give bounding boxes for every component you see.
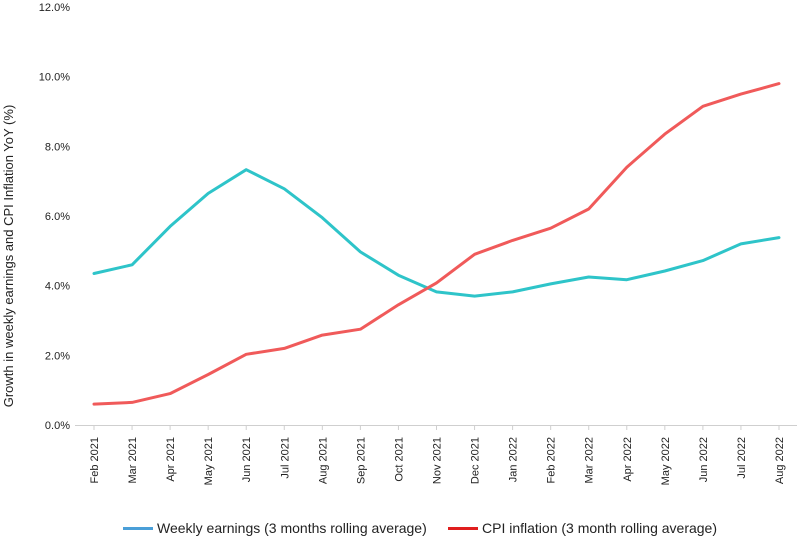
y-tick-label: 10.0%	[39, 72, 70, 84]
x-tick-label: Oct 2021	[393, 437, 405, 482]
legend-swatch-cpi-inflation	[448, 526, 478, 530]
x-tick-label: Aug 2021	[317, 437, 329, 484]
legend-item-cpi-inflation: CPI inflation (3 month rolling average)	[448, 520, 717, 536]
x-tick-label: Nov 2021	[432, 437, 444, 484]
x-tick-label: May 2022	[660, 437, 672, 485]
x-tick-label: Mar 2022	[584, 437, 596, 483]
y-tick-label: 12.0%	[39, 2, 70, 14]
x-tick-label: Feb 2021	[89, 437, 101, 483]
x-tick-label: Jun 2021	[241, 437, 253, 482]
legend-label-cpi-inflation: CPI inflation (3 month rolling average)	[482, 520, 718, 536]
x-tick-label: Jun 2022	[698, 437, 710, 482]
x-tick-label: Feb 2022	[546, 437, 558, 483]
x-tick-label: Aug 2022	[774, 437, 786, 484]
x-tick-label: Jul 2022	[736, 437, 748, 479]
series-lines	[92, 82, 781, 406]
series-line-weekly-earnings	[92, 168, 781, 298]
x-tick-label: Mar 2021	[127, 437, 139, 483]
x-axis-ticks: Feb 2021 Mar 2021 Apr 2021 May 2021 Jun 2021…	[89, 425, 786, 485]
x-tick-label: May 2021	[203, 437, 215, 485]
y-tick-label: 6.0%	[45, 211, 70, 223]
y-tick-label: 4.0%	[45, 281, 70, 293]
legend-item-weekly-earnings: Weekly earnings (3 months rolling averag…	[123, 520, 427, 536]
x-tick-label: Jul 2021	[279, 437, 291, 479]
legend-label-weekly-earnings: Weekly earnings (3 months rolling averag…	[157, 520, 427, 536]
legend: Weekly earnings (3 months rolling averag…	[0, 520, 797, 540]
x-tick-label: Jan 2022	[508, 437, 520, 482]
x-tick-label: Apr 2021	[165, 437, 177, 482]
legend-swatch-weekly-earnings	[123, 526, 153, 530]
y-tick-label: 0.0%	[45, 420, 70, 432]
series-line-cpi-inflation	[92, 82, 781, 406]
y-axis-label: Growth in weekly earnings and CPI Inflat…	[1, 105, 16, 408]
y-axis-ticks: 0.0% 2.0% 4.0% 6.0% 8.0% 10.0% 12.0%	[39, 2, 70, 432]
x-tick-label: Apr 2022	[622, 437, 634, 482]
y-tick-label: 2.0%	[45, 350, 70, 362]
x-tick-label: Sep 2021	[355, 437, 367, 484]
y-tick-label: 8.0%	[45, 141, 70, 153]
x-tick-label: Dec 2021	[470, 437, 482, 484]
